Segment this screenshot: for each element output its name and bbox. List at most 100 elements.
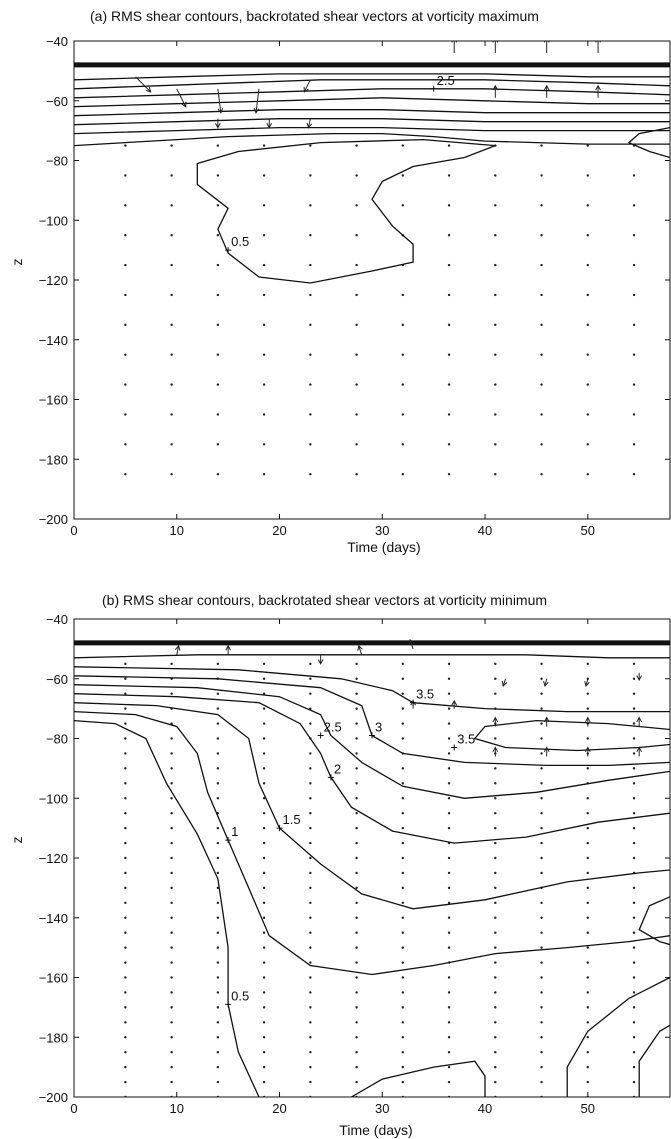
vector-point (216, 1095, 220, 1097)
contour-line (74, 702, 670, 910)
vector-point (586, 263, 589, 267)
vector-point (309, 1050, 312, 1054)
vector-point (355, 976, 358, 979)
vector-point (494, 1006, 497, 1009)
panel-a-xlabel: Time (days) (347, 539, 420, 555)
shear-vector (225, 644, 231, 655)
vector-point (540, 856, 543, 860)
vector-point (124, 1065, 127, 1069)
shear-vector (174, 644, 181, 655)
vector-point (540, 263, 543, 267)
vector-point (447, 737, 451, 740)
vector-point (124, 443, 127, 446)
vector-point (216, 1006, 220, 1009)
vector-point (401, 782, 405, 785)
shear-vector (217, 88, 224, 114)
vector-point (494, 204, 497, 207)
vector-point (262, 677, 266, 680)
vector-point (447, 1006, 451, 1009)
vector-point (262, 204, 266, 207)
contour-label: 1 (231, 824, 238, 839)
vector-point (170, 767, 173, 770)
contour-line (74, 710, 670, 976)
vector-point (124, 174, 127, 177)
vector-point (355, 174, 358, 177)
vector-point (586, 991, 589, 994)
vector-point (262, 233, 266, 237)
vector-point (262, 472, 266, 476)
vector-point (586, 383, 589, 386)
vector-point (170, 263, 173, 267)
vector-point (309, 204, 312, 207)
vector-point (632, 811, 636, 815)
vector-point (170, 1050, 173, 1054)
contour-label: 0.5 (231, 234, 249, 249)
vector-point (309, 1021, 312, 1024)
vector-point (309, 443, 312, 446)
vector-point (586, 707, 589, 710)
vector-point (355, 1095, 358, 1097)
vector-point (216, 443, 220, 446)
vector-point (494, 1021, 497, 1024)
y-tick-label: −40 (46, 612, 68, 627)
vector-point (447, 662, 451, 666)
shear-vector (584, 746, 591, 757)
vector-point (401, 737, 405, 740)
vector-point (494, 901, 497, 905)
vector-point (216, 826, 220, 830)
vector-point (262, 1095, 266, 1097)
vector-point (170, 752, 173, 755)
vector-point (540, 1080, 543, 1084)
vector-point (494, 174, 497, 177)
vector-point (540, 752, 543, 755)
y-tick-label: −180 (39, 1030, 68, 1045)
vector-point (309, 323, 312, 327)
vector-point (540, 233, 543, 237)
vector-point (401, 662, 405, 666)
vector-point (447, 233, 451, 237)
shear-vector (135, 76, 152, 93)
vector-point (447, 782, 451, 785)
x-tick-label: 10 (170, 1101, 184, 1116)
vector-point (355, 323, 358, 327)
vector-point (586, 413, 589, 416)
vector-point (216, 976, 220, 979)
vector-point (355, 263, 358, 267)
vector-point (447, 811, 451, 815)
x-tick-label: 30 (375, 1101, 389, 1116)
vector-point (632, 916, 636, 919)
vector-point (632, 722, 636, 725)
vector-point (262, 961, 266, 964)
vector-point (124, 413, 127, 416)
vector-point (586, 174, 589, 177)
vector-point (586, 472, 589, 476)
vector-point (216, 707, 220, 710)
vector-point (494, 443, 497, 446)
vector-point (124, 826, 127, 830)
shear-vector (543, 84, 550, 98)
contour-line (74, 126, 670, 135)
vector-point (401, 1036, 405, 1039)
vector-point (586, 293, 589, 297)
vector-point (586, 1095, 589, 1097)
shear-vector (306, 118, 313, 129)
vector-point (447, 856, 451, 860)
vector-point (262, 443, 266, 446)
vector-point (540, 1095, 543, 1097)
y-tick-label: −100 (39, 213, 68, 228)
vector-point (401, 323, 405, 327)
vector-point (216, 1036, 220, 1039)
vector-point (170, 1006, 173, 1009)
vector-point (401, 204, 405, 207)
vector-point (355, 383, 358, 386)
x-tick-label: 0 (70, 1101, 77, 1116)
vector-point (540, 323, 543, 327)
vector-point (355, 677, 358, 680)
vector-point (262, 901, 266, 905)
vector-point (124, 782, 127, 785)
vector-point (401, 443, 405, 446)
vector-point (494, 782, 497, 785)
vector-point (309, 263, 312, 267)
y-tick-label: −120 (39, 273, 68, 288)
vector-point (216, 662, 220, 666)
